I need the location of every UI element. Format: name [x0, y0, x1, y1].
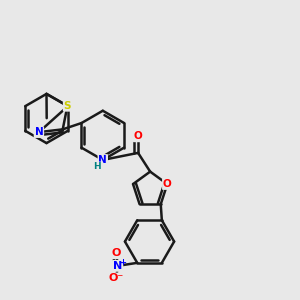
Text: O: O [112, 248, 121, 258]
Text: H: H [94, 162, 101, 171]
Text: N: N [34, 127, 43, 137]
Text: N: N [98, 155, 107, 165]
Text: O: O [163, 179, 172, 189]
Text: +: + [119, 258, 126, 267]
Text: N: N [113, 261, 122, 271]
Text: O⁻: O⁻ [109, 273, 124, 284]
Text: O: O [134, 131, 142, 141]
Text: S: S [64, 101, 71, 111]
